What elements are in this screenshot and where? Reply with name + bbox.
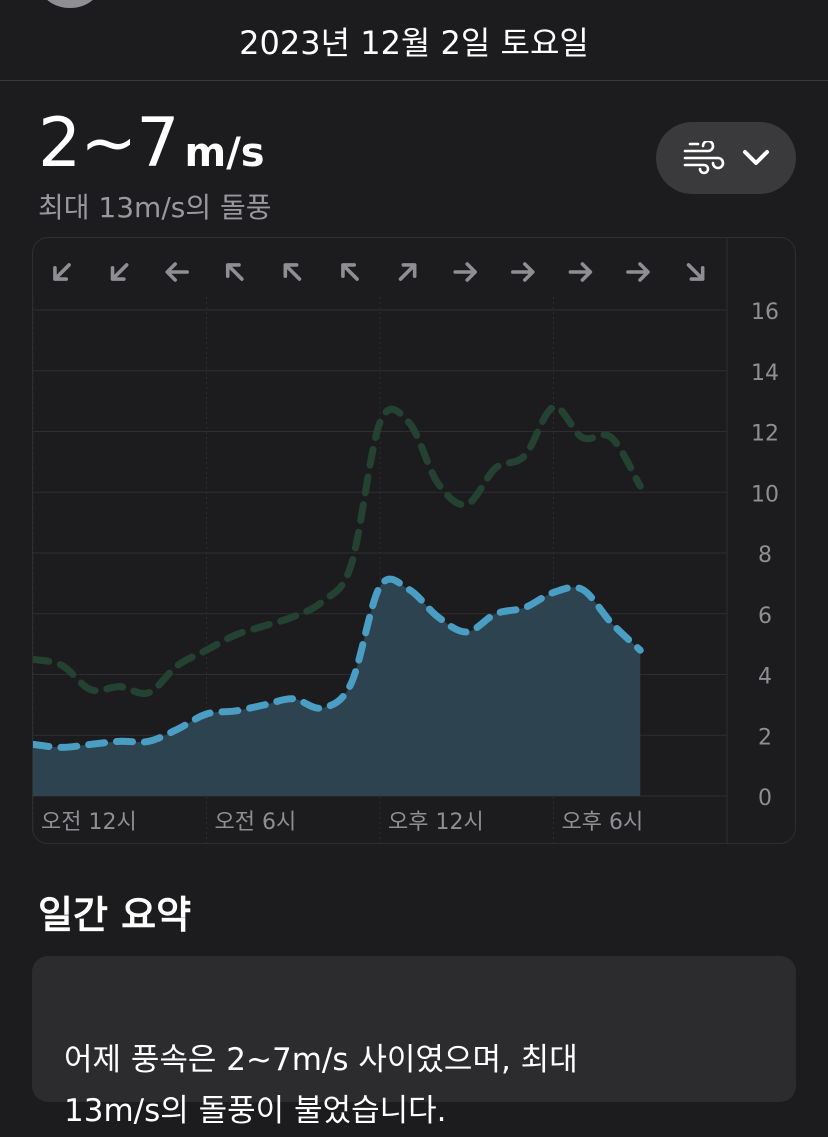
y-tick-label: 16 xyxy=(751,300,779,325)
wind-speed-range: 2~7 m/s xyxy=(38,104,265,183)
daily-summary-title: 일간 요약 xyxy=(38,893,192,937)
chevron-down-icon xyxy=(742,148,770,168)
wind-direction-arrow xyxy=(341,263,359,281)
y-tick-label: 4 xyxy=(758,665,772,690)
metric-picker-button[interactable] xyxy=(656,122,796,194)
wind-direction-arrow xyxy=(510,262,535,282)
wind-direction-arrow xyxy=(686,263,705,281)
gust-summary: 최대 13m/s의 돌풍 xyxy=(38,191,272,224)
y-tick-label: 2 xyxy=(758,725,772,750)
x-tick-label: 오전 12시 xyxy=(41,810,137,835)
wind-direction-arrow xyxy=(53,263,71,281)
avatar[interactable] xyxy=(40,0,100,8)
y-tick-label: 6 xyxy=(758,604,772,629)
y-tick-label: 0 xyxy=(758,786,772,811)
y-tick-label: 8 xyxy=(758,543,772,568)
wind-icon xyxy=(682,141,726,175)
wind-direction-arrow xyxy=(568,262,593,282)
wind-direction-arrow xyxy=(283,263,302,281)
wind-chart-svg: 0 2 4 6 8 10 12 14 16 오전 12시 오전 6시 오후 12시 오후 6시 xyxy=(33,238,779,843)
gust-line xyxy=(33,403,644,697)
y-tick-label: 14 xyxy=(751,361,779,386)
wind-speed-area xyxy=(33,579,641,796)
page-title: 2023년 12월 2일 토요일 xyxy=(239,24,589,62)
y-tick-label: 12 xyxy=(751,422,779,447)
wind-speed-value: 2~7 xyxy=(38,104,180,183)
wind-speed-unit: m/s xyxy=(184,130,265,176)
header-bar: 2023년 12월 2일 토요일 xyxy=(0,0,828,81)
y-tick-label: 10 xyxy=(751,482,779,507)
daily-summary-text: 어제 풍속은 2~7m/s 사이였으며, 최대 13m/s의 돌풍이 불었습니다… xyxy=(64,1042,578,1129)
wind-direction-arrow xyxy=(110,263,129,281)
wind-direction-arrow xyxy=(165,262,189,282)
daily-summary-card: 어제 풍속은 2~7m/s 사이였으며, 최대 13m/s의 돌풍이 불었습니다… xyxy=(32,956,796,1129)
wind-direction-arrow xyxy=(398,263,417,281)
wind-chart: 0 2 4 6 8 10 12 14 16 오전 12시 오전 6시 오후 12시 오후 6시 xyxy=(32,237,796,844)
x-tick-label: 오전 6시 xyxy=(215,810,297,835)
x-tick-label: 오후 12시 xyxy=(388,810,484,835)
wind-direction-arrow xyxy=(626,262,650,282)
wind-direction-arrow xyxy=(225,263,244,281)
wind-speed-line xyxy=(33,575,644,751)
wind-direction-arrow xyxy=(453,262,478,282)
x-tick-label: 오후 6시 xyxy=(562,810,644,835)
